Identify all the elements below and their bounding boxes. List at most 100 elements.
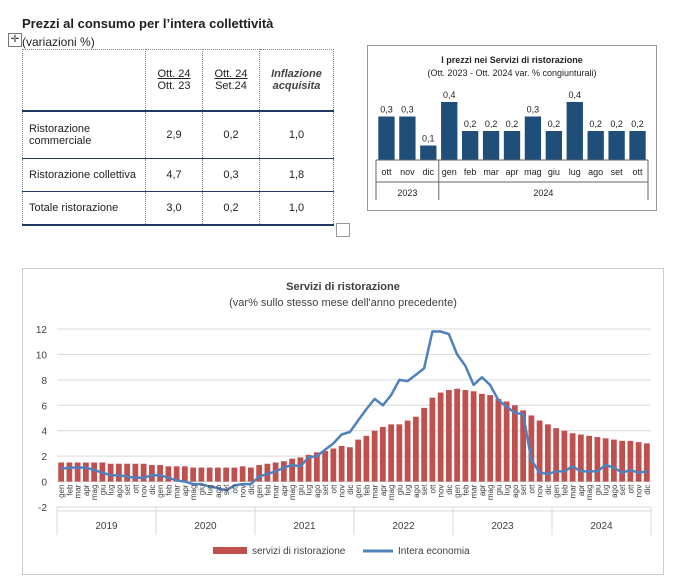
monthly-bar-label: 0,2 xyxy=(548,119,561,129)
annual-month-label: set xyxy=(618,484,627,495)
annual-y-tick-label: 0 xyxy=(41,478,47,489)
annual-month-label: ago xyxy=(115,484,124,498)
resize-handle[interactable] xyxy=(336,223,350,237)
monthly-chart-title: I prezzi nei Servizi di ristorazione xyxy=(441,55,583,65)
annual-bar xyxy=(256,465,263,482)
annual-bar xyxy=(462,390,469,482)
annual-bar xyxy=(586,435,593,482)
monthly-bar xyxy=(587,131,604,160)
annual-bar xyxy=(528,415,535,482)
monthly-chart-subtitle: (Ott. 2023 - Ott. 2024 var. % congiuntur… xyxy=(427,68,596,78)
annual-bar xyxy=(520,410,527,482)
annual-month-label: gen xyxy=(354,485,363,498)
annual-bar xyxy=(470,391,477,482)
annual-bar xyxy=(536,420,543,482)
monthly-bar xyxy=(608,131,625,160)
annual-month-label: mar xyxy=(173,484,182,498)
annual-bar xyxy=(198,467,205,482)
annual-month-label: ago xyxy=(610,484,619,498)
annual-month-label: nov xyxy=(635,485,644,498)
annual-month-label: mar xyxy=(272,484,281,498)
annual-year-label: 2019 xyxy=(95,521,118,532)
annual-bar xyxy=(454,388,461,482)
move-handle-icon[interactable]: ✛ xyxy=(8,33,22,47)
annual-month-label: ago xyxy=(412,484,421,498)
monthly-bar xyxy=(399,116,416,160)
annual-chart-legend: servizi di ristorazione Intera economia xyxy=(213,546,470,557)
col2-line1: Ott. 24 xyxy=(214,68,248,80)
monthly-year-label: 2023 xyxy=(397,188,417,198)
annual-year-label: 2022 xyxy=(392,521,415,532)
monthly-bar-label: 0,2 xyxy=(485,119,498,129)
annual-year-label: 2023 xyxy=(491,521,514,532)
annual-month-label: mar xyxy=(470,484,479,498)
annual-month-label: giu xyxy=(395,485,404,496)
annual-month-label: lug xyxy=(503,485,512,496)
annual-bar xyxy=(619,440,626,482)
monthly-category-label: ago xyxy=(588,167,603,177)
annual-bar xyxy=(132,463,139,482)
annual-month-label: giu xyxy=(197,485,206,496)
annual-month-label: apr xyxy=(577,484,586,496)
annual-bar xyxy=(346,447,353,482)
annual-month-label: dic xyxy=(247,485,256,495)
annual-bar xyxy=(379,426,386,482)
annual-month-label: nov xyxy=(338,485,347,498)
annual-line-series xyxy=(60,330,648,492)
annual-month-label: lug xyxy=(305,485,314,496)
monthly-chart: I prezzi nei Servizi di ristorazione (Ot… xyxy=(375,55,649,200)
row-value-3: 1,0 xyxy=(259,111,334,159)
row-value-2: 0,2 xyxy=(202,111,260,159)
row-value-1: 4,7 xyxy=(145,158,203,192)
annual-bar xyxy=(190,467,197,482)
col2-line2: Set.24 xyxy=(215,80,247,92)
annual-bar xyxy=(503,401,510,482)
monthly-bar-label: 0,4 xyxy=(443,90,456,100)
annual-bar xyxy=(289,458,296,482)
monthly-bar-label: 0,3 xyxy=(380,105,393,115)
table-row: Ristorazione collettiva 4,7 0,3 1,8 xyxy=(22,158,334,192)
annual-bar xyxy=(115,463,122,482)
monthly-chart-marks: 0,3 ott 0,3 nov 0,1 dic 0,4 gen 0,2 feb 0,2 mar 0,2 a… xyxy=(375,90,649,200)
col3-line2: acquisita xyxy=(272,80,321,92)
annual-month-label: dic xyxy=(643,485,652,495)
monthly-category-label: dic xyxy=(423,167,435,177)
monthly-category-label: set xyxy=(611,167,624,177)
annual-month-label: apr xyxy=(280,484,289,496)
monthly-category-label: ott xyxy=(633,167,644,177)
monthly-bar xyxy=(441,102,458,160)
monthly-bar xyxy=(482,131,500,160)
annual-month-label: gen xyxy=(255,485,264,498)
row-label: Ristorazione commerciale xyxy=(22,111,146,159)
annual-month-label: giu xyxy=(296,485,305,496)
annual-month-label: set xyxy=(420,484,429,495)
annual-bar xyxy=(91,462,98,482)
annual-month-label: ago xyxy=(511,484,520,498)
annual-bar xyxy=(280,461,287,482)
annual-bar xyxy=(355,439,362,482)
monthly-bar-label: 0,4 xyxy=(569,90,582,100)
annual-chart: Servizi di ristorazione (var% sullo stes… xyxy=(36,281,652,557)
annual-y-tick-label: 12 xyxy=(36,325,48,336)
annual-bar xyxy=(231,467,238,482)
annual-bar xyxy=(437,392,444,482)
annual-month-label: mag xyxy=(189,485,198,501)
legend-bar-swatch xyxy=(213,547,247,554)
annual-month-label: mag xyxy=(387,485,396,501)
annual-bar xyxy=(223,467,230,482)
annual-month-label: nov xyxy=(536,485,545,498)
annual-bar xyxy=(569,433,576,482)
annual-y-tick-label: 2 xyxy=(41,452,47,463)
annual-month-label: giu xyxy=(98,485,107,496)
annual-month-label: set xyxy=(123,484,132,495)
annual-month-label: ott xyxy=(329,484,338,494)
annual-month-label: apr xyxy=(379,484,388,496)
monthly-bar xyxy=(545,131,563,160)
row-value-1: 3,0 xyxy=(145,191,203,226)
annual-month-label: lug xyxy=(602,485,611,496)
annual-month-label: mag xyxy=(288,485,297,501)
annual-bar xyxy=(157,465,164,482)
annual-bar xyxy=(247,467,254,482)
annual-bar xyxy=(396,424,403,482)
